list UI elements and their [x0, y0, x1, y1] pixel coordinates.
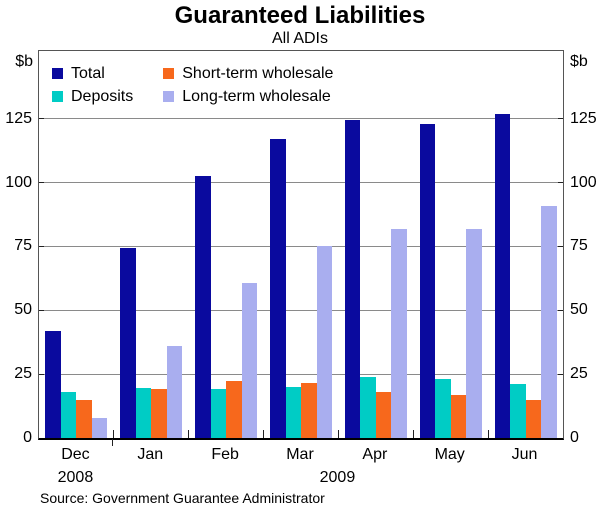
x-axis-label-jan: Jan [137, 446, 164, 463]
bar-mar-long-term-wholesale [316, 246, 332, 438]
legend-item-total: Total [52, 62, 133, 85]
bar-jun-total [494, 113, 511, 438]
y-tick-right-25 [558, 373, 563, 375]
y-axis-label-left-50: 50 [14, 301, 32, 319]
y-tick-right-75 [558, 245, 563, 247]
x-axis-tick-6 [487, 430, 489, 438]
y-tick-right-125 [558, 118, 563, 120]
legend-swatch-icon [52, 91, 63, 102]
y-tick-right-50 [558, 309, 563, 311]
bar-dec-deposits [60, 392, 77, 438]
bar-apr-total [344, 119, 361, 438]
y-tick-right-100 [558, 182, 563, 184]
legend-item-deposits: Deposits [52, 85, 133, 108]
bar-apr-deposits [360, 376, 376, 438]
legend-swatch-icon [163, 91, 175, 102]
y-axis-unit-left: $b [15, 53, 33, 70]
bar-jun-long-term-wholesale [541, 205, 557, 438]
chart-subtitle: All ADIs [271, 30, 328, 47]
y-tick-left-50 [39, 309, 44, 311]
bar-dec-long-term-wholesale [91, 417, 108, 438]
x-axis-label-feb: Feb [211, 446, 239, 463]
y-axis-label-right-0: 0 [570, 429, 579, 446]
bar-jan-deposits [135, 388, 152, 438]
y-tick-left-75 [39, 245, 44, 247]
y-tick-left-100 [39, 182, 44, 184]
source-note: Source: Government Guarantee Administrat… [40, 490, 325, 506]
gridline-50 [39, 309, 563, 311]
legend-swatch-icon [52, 68, 63, 79]
x-axis-label-jun: Jun [511, 446, 538, 463]
bar-mar-deposits [285, 386, 301, 438]
bar-apr-short-term-wholesale [375, 392, 392, 438]
x-axis-tick-3 [263, 430, 265, 438]
bar-dec-short-term-wholesale [76, 399, 92, 438]
bar-may-short-term-wholesale [450, 394, 467, 438]
bar-may-deposits [435, 379, 451, 438]
legend-swatch-icon [163, 68, 175, 79]
x-axis-label-apr: Apr [362, 446, 388, 463]
year-divider-tick [112, 439, 114, 446]
bar-jun-short-term-wholesale [525, 399, 542, 438]
bar-mar-total [270, 139, 286, 438]
bar-mar-short-term-wholesale [301, 383, 317, 438]
gridline-25 [39, 373, 563, 375]
legend: Total Deposits Short-term wholesale Long-te… [52, 62, 333, 108]
legend-item-short-term-wholesale: Short-term wholesale [163, 62, 333, 85]
x-axis-tick-2 [188, 430, 190, 438]
gridline-75 [39, 245, 563, 247]
y-axis-label-right-75: 75 [570, 237, 588, 255]
bar-jun-deposits [510, 384, 526, 438]
x-axis-label-mar: Mar [286, 446, 314, 463]
bar-jan-total [120, 247, 136, 438]
x-axis-label-dec: Dec [61, 446, 90, 463]
plot-area: Total Deposits Short-term wholesale Long-te… [5, 50, 597, 446]
legend-item-long-term-wholesale: Long-term wholesale [163, 85, 333, 108]
y-axis-label-right-50: 50 [570, 301, 588, 319]
gridline-125 [39, 118, 563, 120]
bar-may-total [419, 123, 436, 438]
y-tick-left-125 [39, 118, 44, 120]
y-axis-label-left-0: 0 [23, 429, 32, 446]
bar-feb-deposits [210, 389, 227, 438]
y-axis-unit-right: $b [570, 53, 588, 70]
legend-label: Long-term wholesale [182, 87, 331, 105]
y-axis-label-right-25: 25 [570, 365, 588, 383]
y-tick-left-25 [39, 373, 44, 375]
x-axis-label-may: May [434, 446, 465, 463]
y-axis-label-left-75: 75 [14, 237, 32, 255]
legend-label: Deposits [71, 87, 134, 105]
x-axis-tick-4 [337, 430, 339, 438]
bar-jan-short-term-wholesale [151, 389, 167, 438]
chart-title: Guaranteed Liabilities [174, 2, 426, 29]
bar-feb-total [195, 176, 211, 438]
x-axis-year-label-2008: 2008 [57, 469, 94, 486]
bar-dec-total [45, 330, 61, 438]
y-axis-label-left-25: 25 [14, 365, 32, 383]
bar-may-long-term-wholesale [466, 228, 482, 438]
x-axis-tick-1 [113, 430, 115, 438]
gridline-100 [39, 182, 563, 184]
y-axis-label-right-100: 100 [570, 173, 597, 191]
bar-feb-short-term-wholesale [226, 380, 242, 438]
x-axis-tick-5 [412, 430, 414, 438]
legend-label: Short-term wholesale [182, 64, 334, 82]
bar-apr-long-term-wholesale [391, 228, 407, 438]
y-axis-label-left-100: 100 [5, 173, 32, 191]
bar-feb-long-term-wholesale [241, 283, 258, 438]
x-axis-year-label-2009: 2009 [319, 469, 356, 486]
bar-jan-long-term-wholesale [166, 346, 183, 438]
y-axis-label-left-125: 125 [5, 109, 32, 127]
legend-label: Total [71, 64, 105, 82]
y-axis-label-right-125: 125 [570, 109, 597, 127]
